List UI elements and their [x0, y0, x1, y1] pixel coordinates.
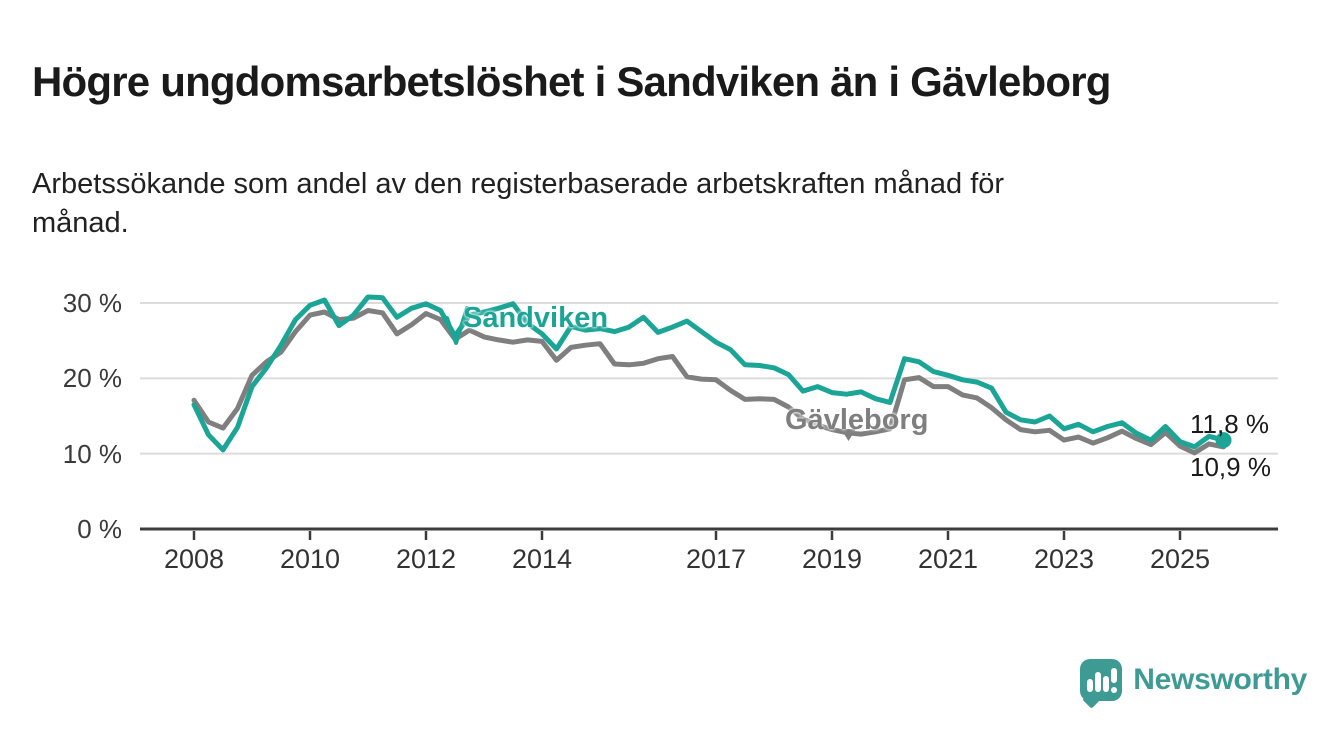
x-axis-label: 2023	[1033, 544, 1095, 574]
y-axis-label: 20 %	[62, 363, 122, 394]
x-axis-label: 2025	[1149, 544, 1211, 574]
x-axis-label: 2012	[395, 544, 457, 574]
x-axis-label: 2014	[511, 544, 573, 574]
x-axis-label: 2021	[917, 544, 979, 574]
y-axis-label: 30 %	[62, 288, 122, 318]
newsworthy-logo-icon	[1080, 659, 1123, 709]
newsworthy-branding: Newsworthy	[1080, 654, 1307, 709]
page-subtitle: Arbetssökande som andel av den registerb…	[32, 168, 1005, 239]
bar-chart-icon	[1087, 679, 1094, 692]
line-gavleborg	[191, 308, 1226, 456]
x-axis-label: 2008	[163, 544, 225, 574]
y-axis-label: 10 %	[62, 438, 122, 469]
end-value-gavleborg: 10,9 %	[1190, 452, 1271, 482]
line-sandviken	[191, 294, 1226, 453]
brand-name: Newsworthy	[1133, 663, 1307, 696]
series-label-sandviken: Sandviken	[463, 302, 609, 334]
x-axis-label: 2017	[685, 544, 747, 574]
x-axis-label: 2019	[801, 544, 863, 574]
exclamation-icon	[1111, 668, 1118, 683]
end-value-sandviken: 11,8 %	[1190, 409, 1270, 439]
y-axis-label: 0 %	[77, 514, 122, 544]
speech-bubble-tail	[1082, 690, 1101, 709]
page-title: Högre ungdomsarbetslöshet i Sandviken än…	[32, 58, 1111, 106]
x-axis-label: 2010	[279, 544, 341, 574]
series-label-gavleborg: Gävleborg	[785, 404, 929, 436]
